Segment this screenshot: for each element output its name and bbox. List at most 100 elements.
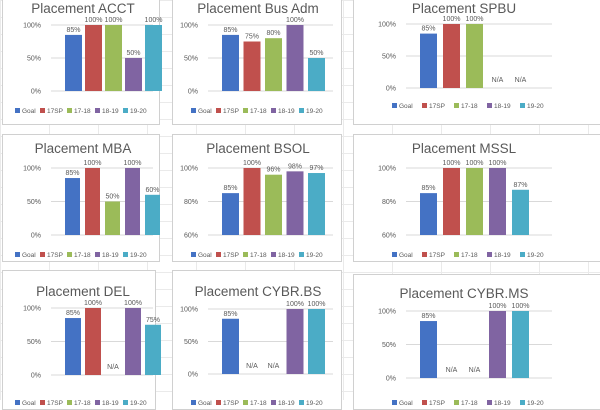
data-label: 50% xyxy=(105,194,119,201)
data-label: 100% xyxy=(145,17,163,24)
legend-label: 19-20 xyxy=(306,108,323,115)
legend-swatch xyxy=(95,252,100,257)
chart-placement-mba[interactable]: Placement MBA 0% 50% 100% 85% 100% 50% 100% 60% G… xyxy=(2,134,160,262)
bar-goal[interactable] xyxy=(65,34,82,91)
bar-17sp[interactable] xyxy=(243,168,261,235)
bar-18-19[interactable] xyxy=(286,25,304,91)
chart-placement-bsol[interactable]: Placement BSOL 60% 80% 100% 85% 100% 96% 98% 97%… xyxy=(172,134,342,262)
chart-placement-del[interactable]: Placement DEL 0% 50% 100% 85% 100% N/A 100% 75% G… xyxy=(2,270,161,410)
legend-swatch xyxy=(422,103,427,108)
legend-label: 17-18 xyxy=(250,400,267,407)
legend-swatch xyxy=(95,400,100,405)
bar-17-18[interactable] xyxy=(105,201,120,236)
bar-17sp[interactable] xyxy=(443,168,460,235)
legend-swatch xyxy=(454,103,459,108)
bar-goal[interactable] xyxy=(420,321,437,378)
bar-19-20[interactable] xyxy=(145,194,160,235)
bar-19-20[interactable] xyxy=(512,311,529,378)
bar-17sp[interactable] xyxy=(85,25,102,91)
data-label: 85% xyxy=(65,170,79,177)
data-label: 96% xyxy=(266,167,280,174)
chart-title: Placement CYBR.BS xyxy=(195,284,322,299)
legend-label: 17SP xyxy=(47,252,63,259)
y-tick-label: 100% xyxy=(180,307,198,314)
chart-svg: Placement DEL 0% 50% 100% 85% 100% N/A 100% 75% G… xyxy=(15,284,161,407)
bar-19-20[interactable] xyxy=(145,25,162,91)
bar-19-20[interactable] xyxy=(308,309,325,374)
chart-placement-mssl[interactable]: Placement MSSL 60% 80% 100% 85% 100% 100% 100% 8… xyxy=(353,134,600,262)
bar-17sp[interactable] xyxy=(85,308,101,375)
legend-swatch xyxy=(271,400,276,405)
legend-label: 17-18 xyxy=(74,400,91,407)
chart-svg: Placement CYBR.BS 0% 50% 100% 85% N/A N/A 100% 1… xyxy=(180,284,333,407)
bar-19-20[interactable] xyxy=(308,173,325,235)
y-tick-label: 100% xyxy=(378,309,396,316)
data-label: N/A xyxy=(246,363,258,370)
chart-placement-bus-adm[interactable]: Placement Bus Adm 0% 50% 100% 85% 75% 80% 100% 5… xyxy=(172,0,342,125)
y-tick-label: 0% xyxy=(31,233,41,240)
bar-17-18[interactable] xyxy=(466,168,483,235)
bar-18-19[interactable] xyxy=(286,171,304,235)
chart-svg: Placement BSOL 60% 80% 100% 85% 100% 96% 98% 97%… xyxy=(180,141,333,259)
legend-swatch xyxy=(216,108,221,113)
bar-19-20[interactable] xyxy=(145,324,161,375)
legend-label: 17-18 xyxy=(74,108,91,115)
y-tick-label: 0% xyxy=(386,376,396,383)
legend-swatch xyxy=(299,252,304,257)
bar-19-20[interactable] xyxy=(308,58,325,91)
bar-17-18[interactable] xyxy=(265,174,282,235)
bar-19-20[interactable] xyxy=(512,189,529,235)
chart-svg: Placement MBA 0% 50% 100% 85% 100% 50% 100% 60% G… xyxy=(15,141,160,259)
legend-label: Goal xyxy=(198,400,212,407)
chart-placement-acct[interactable]: Placement ACCT 0% 50% 100% 85% 100% 100% 50% 100… xyxy=(2,0,163,125)
data-label: 97% xyxy=(309,165,323,172)
bar-18-19[interactable] xyxy=(125,308,141,375)
data-label: 100% xyxy=(308,301,326,308)
chart-title: Placement Bus Adm xyxy=(197,1,319,16)
data-label: 50% xyxy=(126,50,140,57)
bar-17-18[interactable] xyxy=(265,38,282,91)
legend-swatch xyxy=(392,103,397,108)
y-tick-label: 50% xyxy=(382,54,396,61)
bar-18-19[interactable] xyxy=(125,58,142,91)
legend-label: 19-20 xyxy=(130,400,147,407)
bar-goal[interactable] xyxy=(222,193,239,235)
legend-label: 18-19 xyxy=(102,252,119,259)
legend-swatch xyxy=(454,400,459,405)
bar-18-19[interactable] xyxy=(125,168,140,235)
bar-goal[interactable] xyxy=(420,193,437,235)
chart-placement-spbu[interactable]: Placement SPBU 0% 50% 100% 85% 100% 100% N/A N/A… xyxy=(353,0,600,125)
legend-label: Goal xyxy=(399,400,413,407)
bar-goal[interactable] xyxy=(222,318,239,374)
bar-17-18[interactable] xyxy=(466,24,483,88)
data-label: N/A xyxy=(492,77,504,84)
bar-goal[interactable] xyxy=(420,33,437,88)
bar-17sp[interactable] xyxy=(443,24,460,88)
bar-18-19[interactable] xyxy=(489,168,506,235)
y-tick-label: 50% xyxy=(27,199,41,206)
bar-17-18[interactable] xyxy=(105,25,122,91)
bar-goal[interactable] xyxy=(222,34,239,91)
data-label: N/A xyxy=(469,367,481,374)
bar-18-19[interactable] xyxy=(286,309,304,374)
chart-placement-cybr-bs[interactable]: Placement CYBR.BS 0% 50% 100% 85% N/A N/A 100% 1… xyxy=(172,270,342,410)
legend-swatch xyxy=(216,400,221,405)
data-label: 100% xyxy=(243,160,261,167)
legend-swatch xyxy=(67,400,72,405)
bar-goal[interactable] xyxy=(65,178,80,235)
y-tick-label: 80% xyxy=(382,199,396,206)
legend-swatch xyxy=(123,108,128,113)
chart-svg: Placement Bus Adm 0% 50% 100% 85% 75% 80% 100% 5… xyxy=(180,1,333,115)
data-label: 100% xyxy=(466,160,484,167)
bar-17sp[interactable] xyxy=(85,168,100,235)
bar-18-19[interactable] xyxy=(489,311,506,378)
legend-label: 19-20 xyxy=(130,252,147,259)
bar-17sp[interactable] xyxy=(243,41,261,92)
legend-swatch xyxy=(243,108,248,113)
chart-placement-cybr-ms[interactable]: Placement CYBR.MS 0% 50% 100% 85% N/A N/A 100% 1… xyxy=(353,274,600,410)
data-label: 100% xyxy=(466,16,484,23)
bar-goal[interactable] xyxy=(65,318,81,375)
legend-swatch xyxy=(216,252,221,257)
data-label: 85% xyxy=(223,27,237,34)
y-tick-label: 80% xyxy=(184,199,198,206)
